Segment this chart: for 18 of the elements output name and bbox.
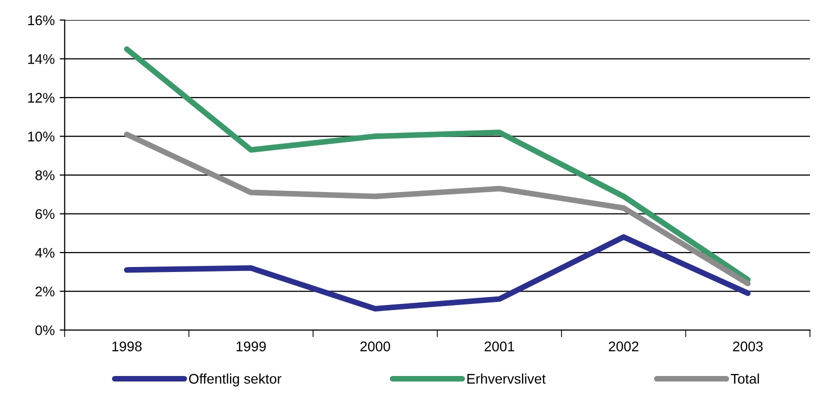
x-tick-label: 2000 (360, 342, 390, 352)
legend-label: Offentlig sektor (189, 374, 282, 386)
x-tick-label: 2001 (484, 342, 514, 352)
y-tick-label: 10% (28, 132, 54, 142)
y-tick-label: 0% (35, 325, 54, 336)
x-tick-label: 1999 (236, 342, 266, 352)
y-tick-label: 8% (35, 170, 54, 180)
y-tick-label: 12% (28, 92, 54, 103)
legend-label: Erhvervslivet (467, 374, 546, 384)
legend-label: Total (730, 374, 759, 384)
x-tick-label: 2002 (608, 342, 638, 352)
y-tick-label: 16% (28, 15, 54, 26)
y-tick-label: 14% (28, 54, 54, 64)
y-tick-label: 6% (36, 209, 54, 219)
y-tick-label: 4% (35, 248, 54, 258)
y-tick-label: 2% (36, 286, 54, 296)
x-tick-label: 1998 (112, 342, 142, 352)
x-tick-label: 2003 (733, 342, 763, 352)
